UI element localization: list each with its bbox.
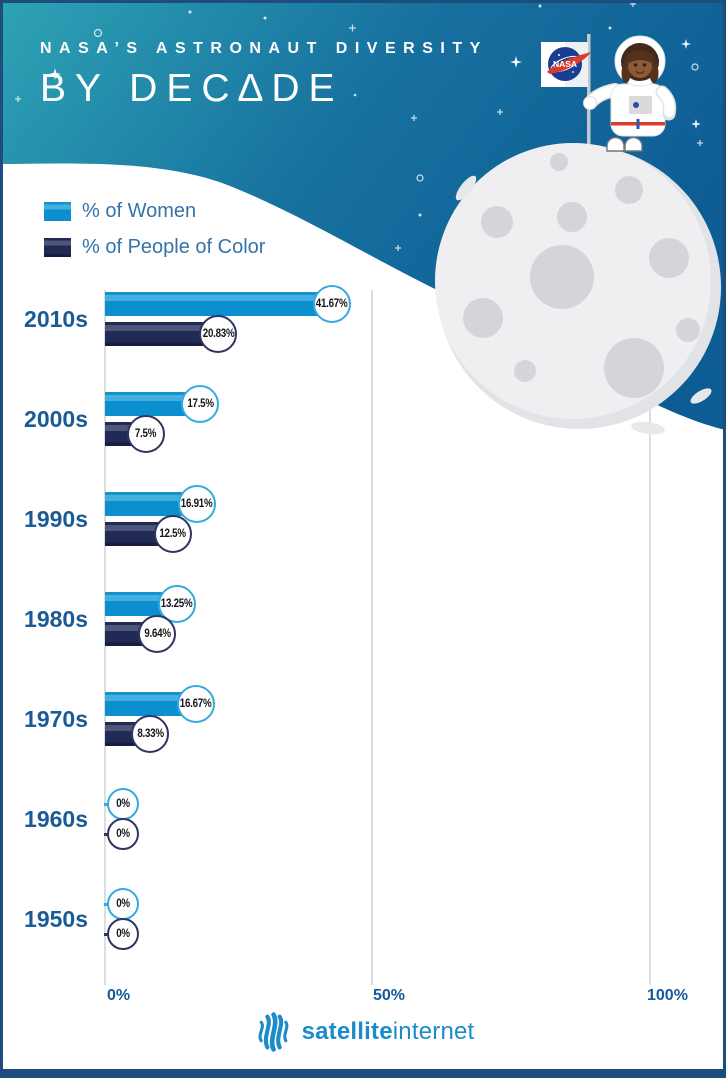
chart-row-1950s: 1950s 0% 0% [0,888,726,952]
value-badge-poc-1960s: 0% [107,818,139,850]
legend-swatch-poc [44,238,71,257]
value-badge-women-2000s: 17.5% [181,385,220,423]
nasa-logo [548,47,582,81]
page-title: NASA’S ASTRONAUT DIVERSITY BY DEC∆DE [40,40,488,111]
value-label-poc-2010s: 20.83% [202,328,235,340]
value-badge-women-2010s: 41.67% [312,285,351,323]
chart-row-1980s: 1980s 13.25% 9.64% [0,585,726,653]
nasa-flag: NASA [541,42,591,87]
value-badge-women-1970s: 16.67% [176,685,215,723]
decade-label-2010s: 2010s [24,306,88,332]
value-badge-poc-1950s: 0% [107,918,139,950]
value-badge-women-1960s: 0% [107,788,139,820]
astronaut-icon [583,35,677,152]
value-label-poc-1970s: 8.33% [137,728,164,740]
title-line-1: NASA’S ASTRONAUT DIVERSITY [40,40,488,57]
satellite-internet-logo-icon [258,1012,288,1052]
axis-tick-100: 100% [647,987,688,1004]
value-badge-poc-1970s: 8.33% [131,715,170,753]
value-label-poc-2000s: 7.5% [135,428,157,440]
brand-footer: satelliteinternet [0,1011,726,1052]
value-badge-poc-1990s: 12.5% [154,515,192,553]
legend-item-women: % of Women [44,200,265,223]
legend-item-poc: % of People of Color [44,236,265,259]
value-label-women-1970s: 16.67% [179,698,212,710]
value-label-poc-1950s: 0% [116,928,130,940]
value-label-women-2010s: 41.67% [315,298,348,310]
value-label-poc-1980s: 9.64% [144,628,171,640]
legend-swatch-women [44,202,71,221]
decade-label-1980s: 1980s [24,606,88,632]
value-label-poc-1960s: 0% [116,828,130,840]
nasa-flag-text: NASA [553,59,577,69]
value-label-women-2000s: 17.5% [186,398,214,410]
brand-word-satellite: satellite [301,1017,393,1045]
flag-pole [587,34,591,148]
brand-word-internet: internet [392,1017,475,1045]
gridline-100pct [649,290,651,985]
decade-label-1990s: 1990s [24,506,88,532]
value-label-women-1990s: 16.91% [181,498,213,510]
chart-row-1960s: 1960s 0% 0% [0,788,726,852]
bar-women-2010s [105,292,332,316]
bottom-bar [0,1069,726,1078]
value-label-women-1980s: 13.25% [161,598,193,610]
moon-craters [463,153,700,398]
decade-label-1970s: 1970s [24,706,88,732]
value-badge-poc-2010s: 20.83% [199,315,238,353]
chart-row-1990s: 1990s 16.91% 12.5% [0,485,726,553]
legend-label-poc: % of People of Color [82,236,266,258]
chart-row-1970s: 1970s 16.67% 8.33% [0,685,726,753]
brand-wordmark: satelliteinternet [302,1018,475,1046]
decade-label-1950s: 1950s [24,906,88,932]
value-badge-women-1950s: 0% [107,888,139,920]
decade-label-1960s: 1960s [24,806,88,832]
value-badge-women-1990s: 16.91% [177,485,216,523]
value-badge-poc-1980s: 9.64% [138,615,177,653]
title-line-2: BY DEC∆DE [40,67,344,110]
value-badge-poc-2000s: 7.5% [126,415,165,453]
decade-label-2000s: 2000s [24,406,88,432]
gridline-50pct [371,290,373,985]
axis-tick-50: 50% [373,987,406,1004]
value-label-women-1950s: 0% [116,898,130,910]
chart-row-2000s: 2000s 17.5% 7.5% [0,385,726,453]
legend: % of Women % of People of Color [44,200,265,272]
value-label-women-1960s: 0% [116,798,130,810]
legend-label-women: % of Women [82,200,197,222]
chart-row-2010s: 2010s 41.67% 20.83% [0,285,726,353]
axis-tick-0: 0% [107,987,131,1004]
value-label-poc-1990s: 12.5% [159,528,187,540]
